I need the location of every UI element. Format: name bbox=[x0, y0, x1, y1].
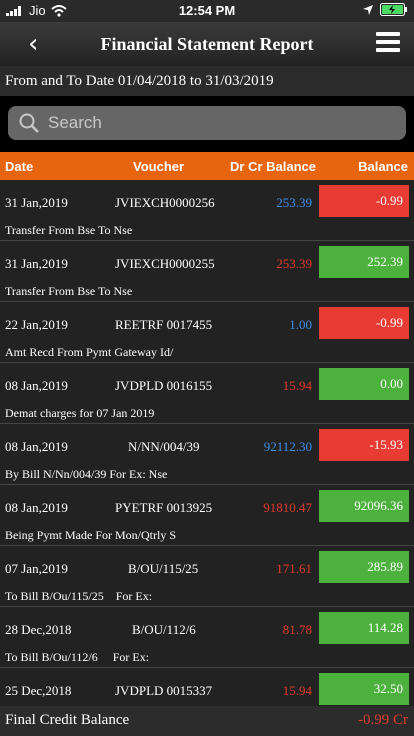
row-narration: Transfer From Bse To Nse bbox=[5, 223, 133, 237]
row-narration: Being Pymt Made For Mon/Qtrly S bbox=[5, 528, 177, 542]
row-voucher: JVDPLD 0015337 bbox=[115, 683, 213, 698]
column-header-voucher: Voucher bbox=[133, 159, 185, 174]
status-bar: Jio 12:54 PM bbox=[0, 0, 414, 22]
table-row[interactable]: 08 Jan,2019 N/NN/004/39 92112.30 -15.93 … bbox=[0, 424, 414, 485]
table-row[interactable]: 28 Dec,2018 B/OU/112/6 81.78 114.28 To B… bbox=[0, 607, 414, 668]
row-narration: By Bill N/Nn/004/39 For Ex: Nse bbox=[5, 467, 168, 481]
row-balance: -15.93 bbox=[319, 429, 409, 461]
row-voucher: N/NN/004/39 bbox=[128, 439, 200, 454]
battery-charging-icon bbox=[380, 3, 407, 16]
row-voucher: B/OU/112/6 bbox=[132, 622, 196, 637]
row-drcr-balance: 253.39 bbox=[276, 195, 312, 210]
row-balance: -0.99 bbox=[319, 307, 409, 339]
back-chevron-icon[interactable]: ‹ bbox=[28, 29, 39, 59]
carrier-name: Jio bbox=[29, 3, 46, 18]
search-bar bbox=[0, 96, 414, 152]
app-header: ‹ Financial Statement Report bbox=[0, 22, 414, 66]
final-balance-label: Final Credit Balance bbox=[5, 712, 130, 728]
table-row[interactable]: 22 Jan,2019 REETRF 0017455 1.00 -0.99 Am… bbox=[0, 302, 414, 363]
row-date: 25 Dec,2018 bbox=[5, 683, 72, 698]
row-drcr-balance: 15.94 bbox=[282, 683, 312, 698]
status-time: 12:54 PM bbox=[178, 3, 236, 18]
row-voucher: PYETRF 0013925 bbox=[115, 500, 213, 515]
row-drcr-balance: 81.78 bbox=[282, 622, 312, 637]
row-narration: Demat charges for 07 Jan 2019 bbox=[5, 406, 155, 420]
row-date: 08 Jan,2019 bbox=[5, 500, 68, 515]
column-header-balance: Balance bbox=[358, 159, 408, 174]
row-voucher: JVIEXCH0000256 bbox=[115, 195, 215, 210]
row-voucher: REETRF 0017455 bbox=[115, 317, 213, 332]
table-row[interactable]: 08 Jan,2019 PYETRF 0013925 91810.47 9209… bbox=[0, 485, 414, 546]
table-row[interactable]: 31 Jan,2019 JVIEXCH0000256 253.39 -0.99 … bbox=[0, 180, 414, 241]
date-range-label: From and To Date 01/04/2018 to 31/03/201… bbox=[0, 66, 414, 96]
wifi-icon bbox=[50, 4, 67, 17]
column-header-drcr-balance: Dr Cr Balance bbox=[230, 159, 316, 174]
table-row[interactable]: 07 Jan,2019 B/OU/115/25 171.61 285.89 To… bbox=[0, 546, 414, 607]
table-header: Date Voucher Dr Cr Balance Balance bbox=[0, 152, 414, 180]
hamburger-menu-icon[interactable] bbox=[376, 32, 400, 52]
row-drcr-balance: 91810.47 bbox=[263, 500, 312, 515]
row-drcr-balance: 15.94 bbox=[282, 378, 312, 393]
row-narration: To Bill B/Ou/115/25 For Ex: bbox=[5, 589, 153, 603]
row-balance: 0.00 bbox=[319, 368, 409, 400]
search-input[interactable] bbox=[46, 112, 390, 134]
row-balance: 32.50 bbox=[319, 673, 409, 705]
row-date: 08 Jan,2019 bbox=[5, 378, 68, 393]
row-narration: To Bill B/Ou/112/6 For Ex: bbox=[5, 650, 150, 664]
row-drcr-balance: 171.61 bbox=[276, 561, 312, 576]
row-drcr-balance: 253.39 bbox=[276, 256, 312, 271]
row-voucher: JVDPLD 0016155 bbox=[115, 378, 213, 393]
column-header-date: Date bbox=[5, 159, 34, 174]
location-arrow-icon bbox=[363, 4, 373, 15]
signal-icon bbox=[6, 5, 21, 16]
page-title: Financial Statement Report bbox=[100, 34, 314, 54]
row-date: 31 Jan,2019 bbox=[5, 256, 68, 271]
row-voucher: JVIEXCH0000255 bbox=[115, 256, 215, 271]
row-balance: 92096.36 bbox=[319, 490, 409, 522]
statement-list: 31 Jan,2019 JVIEXCH0000256 253.39 -0.99 … bbox=[0, 180, 414, 706]
row-date: 28 Dec,2018 bbox=[5, 622, 72, 637]
row-date: 22 Jan,2019 bbox=[5, 317, 68, 332]
table-row[interactable]: 31 Jan,2019 JVIEXCH0000255 253.39 252.39… bbox=[0, 241, 414, 302]
row-narration: Amt Recd From Pymt Gateway Id/ bbox=[5, 345, 174, 359]
row-narration: Transfer From Bse To Nse bbox=[5, 284, 133, 298]
row-drcr-balance: 92112.30 bbox=[263, 439, 312, 454]
row-balance: 114.28 bbox=[319, 612, 409, 644]
final-balance-value: -0.99 Cr bbox=[358, 712, 408, 728]
table-row[interactable]: 25 Dec,2018 JVDPLD 0015337 15.94 32.50 bbox=[0, 668, 414, 706]
row-balance: -0.99 bbox=[319, 185, 409, 217]
row-drcr-balance: 1.00 bbox=[289, 317, 312, 332]
row-balance: 252.39 bbox=[319, 246, 409, 278]
search-icon bbox=[19, 113, 39, 133]
row-balance: 285.89 bbox=[319, 551, 409, 583]
row-date: 08 Jan,2019 bbox=[5, 439, 68, 454]
search-field[interactable] bbox=[8, 106, 406, 140]
table-row[interactable]: 08 Jan,2019 JVDPLD 0016155 15.94 0.00 De… bbox=[0, 363, 414, 424]
row-date: 31 Jan,2019 bbox=[5, 195, 68, 210]
final-balance-bar: Final Credit Balance -0.99 Cr bbox=[0, 706, 414, 736]
row-voucher: B/OU/115/25 bbox=[128, 561, 199, 576]
row-date: 07 Jan,2019 bbox=[5, 561, 68, 576]
